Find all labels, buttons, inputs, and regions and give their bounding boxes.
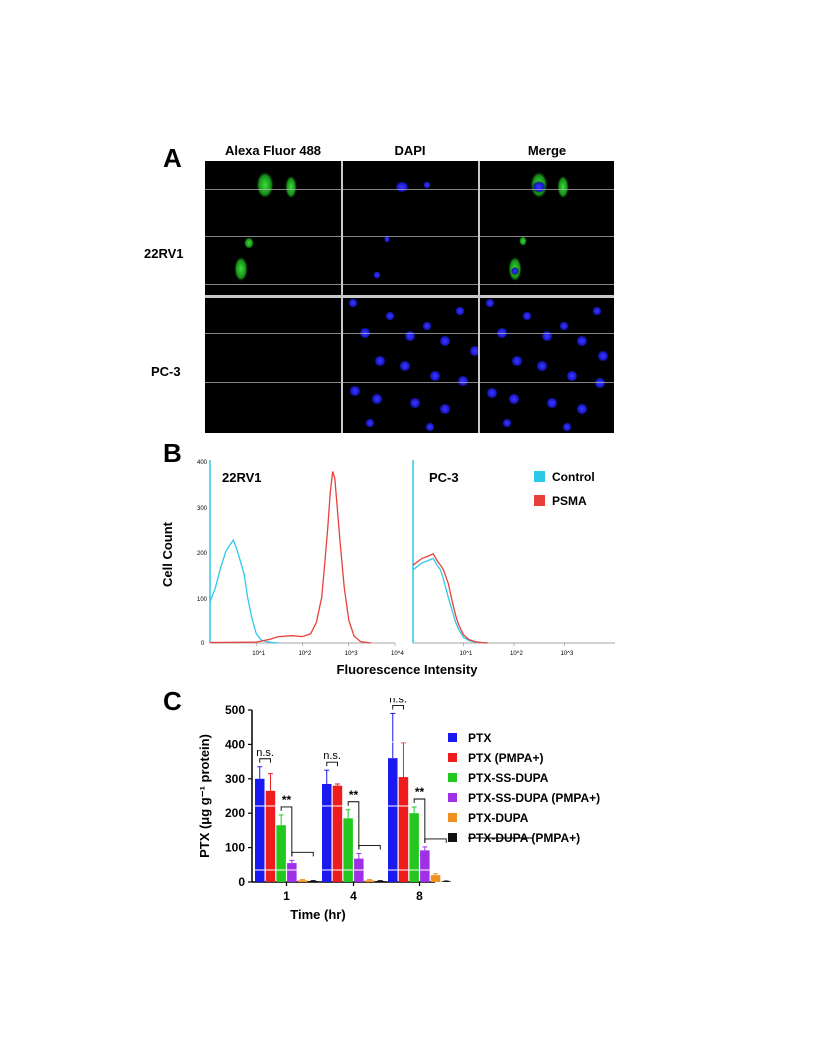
panel-b-label: B [163,438,182,468]
y-tick-label: 100 [225,841,245,855]
x-tick-label: 10^3 [345,651,358,657]
legend-swatch [448,733,457,742]
series-control-pc3 [412,557,488,644]
legend-swatch [448,773,457,782]
sig-bracket [280,806,293,857]
bar [375,880,385,882]
sig-bracket-low [358,844,381,850]
image-22rv1-merge [508,171,569,282]
bar [297,880,308,882]
legend-swatch [448,793,457,802]
panel-a-label: A [163,143,182,173]
legend-label: PTX-DUPA [468,811,529,825]
sig-bracket-low [291,851,314,857]
ns-bracket [259,758,271,763]
bar [430,875,441,882]
x-tick-label: 10^3 [561,651,574,657]
bar-chart-xlabel: Time (hr) [290,907,345,922]
x-tick-label: 10^4 [391,651,404,657]
x-tick-label: 8 [416,889,423,903]
microscopy-images [205,161,614,433]
tick-y-200: 200 [197,551,208,557]
bar [322,783,332,882]
bar [364,880,375,882]
x-tick-label: 10^2 [510,651,523,657]
y-tick-label: 200 [225,806,245,820]
row-label-22rv1: 22RV1 [144,246,184,261]
bar [441,881,451,882]
bar [420,850,430,882]
legend-label: PTX-SS-DUPA [468,771,549,785]
histogram-pc3: 10^1 10^2 10^3 PC-3 [412,460,615,657]
legend-swatch [448,753,457,762]
y-tick-label: 300 [225,772,245,786]
legend-label: PTX-SS-DUPA (PMPA+) [468,791,600,805]
bar [398,777,409,882]
col-header-alexa: Alexa Fluor 488 [224,143,322,158]
series-control-22rv1 [209,538,279,644]
sig-label: ** [349,788,359,802]
legend-label: PTX (PMPA+) [468,751,543,765]
legend-swatch-control [534,471,545,482]
sig-label: ** [415,785,425,799]
microscopy-grid [205,161,614,433]
tick-y-400: 400 [197,460,208,466]
bar [308,880,318,882]
col-header-merge: Merge [527,143,567,158]
bar [332,785,343,882]
image-22rv1-alexa [234,171,297,282]
series-psma-22rv1 [209,471,371,644]
legend-swatch-psma [534,495,545,506]
bar-chart-ptx: PTX (μg g⁻¹ protein) 0 100 200 300 400 500 1 4 8… [197,698,600,922]
histogram-22rv1: 400 300 200 100 0 10^1 10^2 10^3 10^4 22RV1 [197,460,404,657]
bar [255,778,265,882]
tick-y-300: 300 [197,506,208,512]
legend-label-psma: PSMA [552,494,587,508]
bar [388,758,398,882]
bar [276,825,286,882]
y-tick-label: 500 [225,703,245,717]
legend-label-control: Control [552,470,595,484]
sig-label: ** [282,793,292,807]
col-header-dapi: DAPI [394,143,426,158]
ns-label: n.s. [323,750,341,762]
ns-label: n.s. [256,747,274,759]
series-psma-pc3 [412,552,488,644]
bar [287,863,297,882]
tick-y-100: 100 [197,597,208,603]
sig-bracket-low [424,838,447,843]
image-pc3-merge [485,298,609,432]
ns-bracket [392,704,404,710]
flow-histograms: 400 300 200 100 0 10^1 10^2 10^3 10^4 22RV1… [197,460,615,677]
bar [265,790,276,882]
x-tick-label: 4 [350,889,357,903]
sig-bracket [347,801,360,850]
histogram-22rv1-title: 22RV1 [222,470,262,485]
image-pc3-dapi [348,298,481,432]
panel-b-xlabel: Fluorescence Intensity [337,662,479,677]
legend-swatch [448,813,457,822]
x-tick-label: 1 [283,889,290,903]
sig-bracket [413,798,426,843]
row-label-pc3: PC-3 [151,364,181,379]
ns-label: n.s. [389,698,407,705]
ns-bracket [326,761,338,767]
tick-y-0: 0 [201,641,205,647]
x-tick-label: 10^1 [252,651,265,657]
panel-b-ylabel: Cell Count [160,522,175,587]
y-tick-label: 400 [225,737,245,751]
bar-chart-ylabel: PTX (μg g⁻¹ protein) [197,734,212,858]
legend-label: PTX [468,731,491,745]
histogram-pc3-title: PC-3 [429,470,459,485]
x-tick-label: 10^1 [460,651,473,657]
y-tick-label: 0 [238,875,245,889]
x-tick-label: 10^2 [299,651,312,657]
panel-c-label: C [163,686,182,716]
legend-swatch [448,833,457,842]
image-22rv1-dapi [373,181,431,279]
bar [409,813,419,882]
bar [343,818,353,882]
